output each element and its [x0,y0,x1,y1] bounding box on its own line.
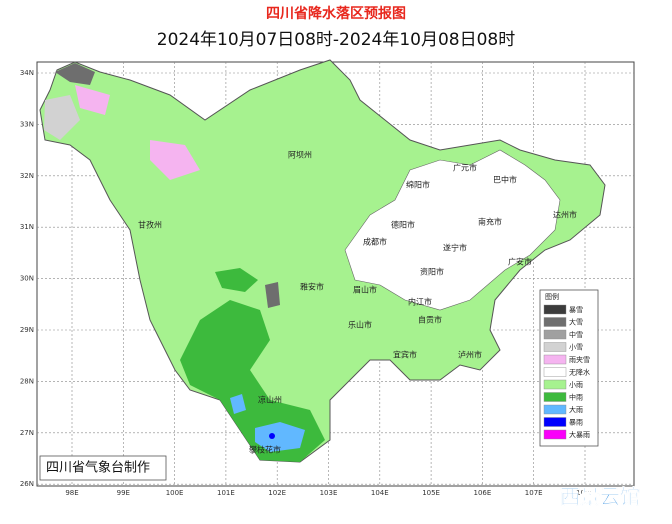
watermark: 西景云馆 [560,485,640,509]
legend-swatch [543,404,567,415]
region-label: 眉山市 [353,285,377,295]
legend-swatch [543,367,567,377]
longitude-label: 108E [576,489,594,497]
latitude-label: 27N [20,429,34,437]
credit: 四川省气象台制作 [46,460,150,476]
region-label: 广元市 [453,163,477,173]
latitude-label: 29N [20,326,34,334]
sleet-area [150,140,200,180]
legend-swatch [543,329,567,340]
longitude-label: 103E [320,489,338,497]
legend-swatch [543,379,567,390]
title: 四川省降水落区预报图 [266,5,406,22]
region-label: 达州市 [553,210,577,220]
latitude-label: 30N [20,275,34,283]
longitude-label: 106E [474,489,492,497]
longitude-label: 99E [117,489,130,497]
region-label: 自贡市 [418,315,442,325]
latitude-label: 31N [20,223,34,231]
legend-label: 雨夹雪 [569,355,590,364]
latitude-label: 26N [20,480,34,488]
legend-label: 无降水 [569,368,590,377]
longitude-label: 104E [371,489,389,497]
legend-title: 图例 [545,292,559,301]
region-label: 泸州市 [458,350,482,360]
region-label: 德阳市 [391,220,415,230]
heavy-rain-area [230,394,246,414]
region-label: 绵阳市 [406,180,430,190]
region-label: 南充市 [478,217,502,227]
legend-label: 大雪 [569,318,583,327]
legend-label: 中雪 [569,330,583,339]
legend-swatch [543,304,567,315]
legend-label: 大雨 [569,405,583,414]
longitude-label: 98E [65,489,78,497]
snow-area [55,63,95,85]
region-label: 攀枝花市 [249,445,281,455]
snow-area [265,282,280,308]
rainstorm-spot [269,433,275,439]
longitude-label: 107E [525,489,543,497]
no-rain-area [344,149,561,311]
region-label: 内江市 [408,297,432,307]
snow-area [44,95,80,140]
longitude-label: 100E [166,489,184,497]
longitude-label: 101E [217,489,235,497]
legend-swatch [543,417,567,427]
region-label: 雅安市 [300,282,324,292]
region-label: 广安市 [508,257,532,267]
legend-label: 暴雨 [569,419,583,427]
heavy-rain-area [255,422,305,452]
latitude-label: 28N [20,377,34,385]
legend-label: 中雨 [569,393,583,402]
region-label: 甘孜州 [138,220,162,230]
legend-label: 暴雪 [569,306,583,314]
longitude-label: 102E [268,489,286,497]
region-label: 成都市 [363,237,387,247]
legend-swatch [543,317,567,327]
legend-swatch [543,429,567,440]
legend-label: 小雪 [569,343,583,352]
moderate-rain-area [215,268,258,292]
axis-labels: 34N 33N 32N 31N 30N 29N 28N 27N 26N 98E 99E 100E 101… [20,69,594,497]
region-label: 凉山州 [258,395,282,405]
region-label: 阿坝州 [288,151,312,160]
legend-swatch [543,342,567,352]
region-label: 遂宁市 [443,243,467,253]
region-label: 巴中市 [493,175,517,185]
legend-label: 大暴雨 [569,430,590,439]
latitude-label: 32N [20,172,34,180]
region-label: 乐山市 [348,320,372,330]
latitude-label: 33N [20,120,34,128]
legend-swatch [543,354,567,365]
longitude-label: 105E [422,489,440,497]
region-label: 资阳市 [420,267,444,277]
region-label: 宜宾市 [393,350,417,360]
credit-box [39,455,167,481]
moderate-rain-area [180,300,325,462]
legend-label: 小雨 [569,380,583,389]
legend-swatch [543,392,567,402]
subtitle: 2024年10月07日08时-2024年10月08日08时 [157,30,515,50]
sleet-area [75,85,110,115]
latitude-label: 34N [20,69,34,77]
